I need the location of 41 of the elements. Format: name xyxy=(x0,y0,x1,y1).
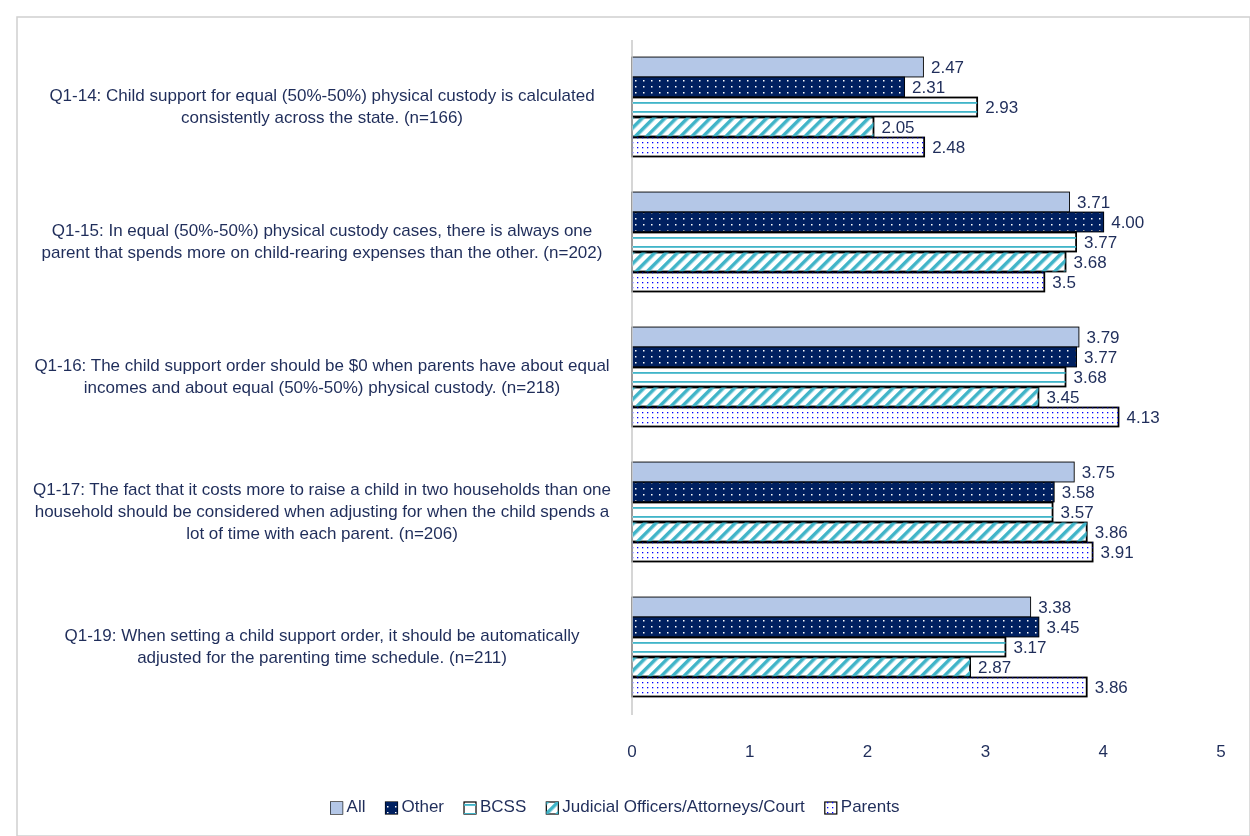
data-label: 3.91 xyxy=(1100,542,1134,562)
data-label: 3.71 xyxy=(1077,192,1111,212)
data-label: 2.31 xyxy=(912,77,946,97)
data-label: 3.58 xyxy=(1061,482,1095,502)
data-label: 4.00 xyxy=(1111,212,1145,232)
data-label: 3.57 xyxy=(1060,502,1094,522)
y-tick-label: Q1-16: The child support order should be $0 when parents have about equal incomes and about equal (50%-50%) physical custody. (n=218) xyxy=(34,355,610,397)
data-label: 3.38 xyxy=(1038,597,1072,617)
x-tick-label: 5 xyxy=(1216,742,1226,762)
data-label: 3.86 xyxy=(1094,522,1128,542)
data-label: 2.47 xyxy=(930,57,965,77)
data-label: 3.77 xyxy=(1084,232,1118,252)
data-label: 3.5 xyxy=(1052,272,1076,292)
data-label: 3.68 xyxy=(1073,367,1107,387)
legend-label: Other xyxy=(401,797,445,817)
legend-label: All xyxy=(346,797,366,817)
y-tick-label: Q1-14: Child support for equal (50%-50%) physical custody is calculated consistently across the state. (n=166) xyxy=(49,85,595,127)
data-label: 3.77 xyxy=(1084,347,1118,367)
legend-label: BCSS xyxy=(480,797,527,817)
y-tick-label: Q1-15: In equal (50%-50%) physical custody cases, there is always one parent that spends more on child-rearing expenses than the other. (n=202) xyxy=(41,220,603,262)
data-label: 3.79 xyxy=(1086,327,1120,347)
x-tick-label: 1 xyxy=(745,742,755,762)
data-label: 3.45 xyxy=(1046,617,1080,637)
data-label: 3.86 xyxy=(1094,677,1128,697)
y-tick-label: Q1-17: The fact that it costs more to raise a child in two households than one household should be considered when adjusting for when the child spends a lot of time with each parent. (n=206) xyxy=(32,479,612,543)
x-tick-label: 0 xyxy=(627,742,637,762)
data-label: 3.68 xyxy=(1073,252,1107,272)
data-label: 3.45 xyxy=(1046,387,1080,407)
y-tick-label: Q1-19: When setting a child support order, it should be automatically adjusted for the parenting time schedule. (n=211) xyxy=(64,625,580,667)
data-label: 3.75 xyxy=(1081,462,1115,482)
legend-label: Judicial Officers/Attorneys/Court xyxy=(562,797,806,817)
legend-label: Parents xyxy=(840,797,900,817)
data-label: 3.17 xyxy=(1013,637,1047,657)
x-tick-label: 2 xyxy=(862,742,873,762)
x-tick-label: 3 xyxy=(980,742,991,762)
data-label: 2.87 xyxy=(978,657,1012,677)
x-tick-label: 4 xyxy=(1098,742,1108,762)
data-label: 2.05 xyxy=(881,117,915,137)
data-label: 2.48 xyxy=(932,137,966,157)
data-label: 2.93 xyxy=(985,97,1019,117)
data-label: 4.13 xyxy=(1126,407,1160,427)
